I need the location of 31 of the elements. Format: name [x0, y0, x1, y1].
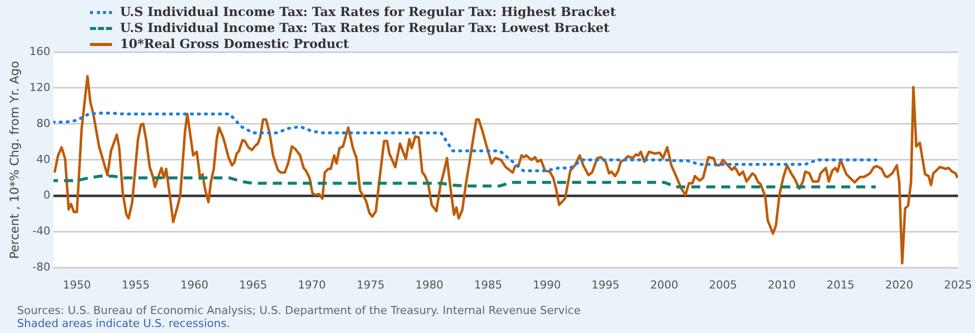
y-axis-title: Percent , 10*% Chg. from Yr. Ago — [7, 60, 22, 259]
line-series — [53, 174, 878, 188]
x-tick-label: 1980 — [415, 278, 444, 292]
x-tick-label: 2010 — [768, 278, 796, 292]
legend-label: U.S Individual Income Tax: Tax Rates for Regular Tax: Lowest Bracket — [120, 20, 610, 36]
x-tick-label: 2000 — [650, 278, 678, 292]
x-tick-label: 2025 — [944, 278, 972, 292]
y-tick-label: 40 — [36, 152, 50, 166]
y-tick-label: 160 — [29, 44, 50, 58]
x-tick-label: 1950 — [62, 278, 91, 292]
x-tick-label: 1990 — [532, 278, 561, 292]
legend-label: 10*Real Gross Domestic Product — [120, 36, 349, 52]
y-tick-label: 0 — [43, 188, 50, 202]
y-tick-label: 120 — [29, 80, 50, 94]
line-series — [53, 112, 878, 172]
source-note: Sources: U.S. Bureau of Economic Analysis; U.S. Department of the Treasury. Internal Revenue Service — [17, 304, 581, 318]
x-tick-label: 2005 — [709, 278, 738, 292]
x-tick-label: 1960 — [180, 278, 208, 292]
x-tick-label: 1985 — [474, 278, 502, 292]
x-tick-label: 1965 — [239, 278, 268, 292]
x-tick-label: 1975 — [356, 278, 385, 292]
y-tick-label: -80 — [32, 260, 50, 274]
legend-label: U.S Individual Income Tax: Tax Rates for Regular Tax: Highest Bracket — [120, 4, 616, 20]
y-tick-label: 80 — [36, 116, 50, 130]
y-tick-label: -40 — [32, 224, 50, 238]
x-tick-label: 2015 — [826, 278, 855, 292]
x-tick-label: 1970 — [298, 278, 326, 292]
text: Shaded areas indicate U.S. recessions. — [17, 316, 231, 330]
x-tick-label: 1955 — [122, 278, 150, 292]
x-tick-label: 2020 — [885, 278, 914, 292]
x-tick-label: 1995 — [592, 278, 620, 292]
